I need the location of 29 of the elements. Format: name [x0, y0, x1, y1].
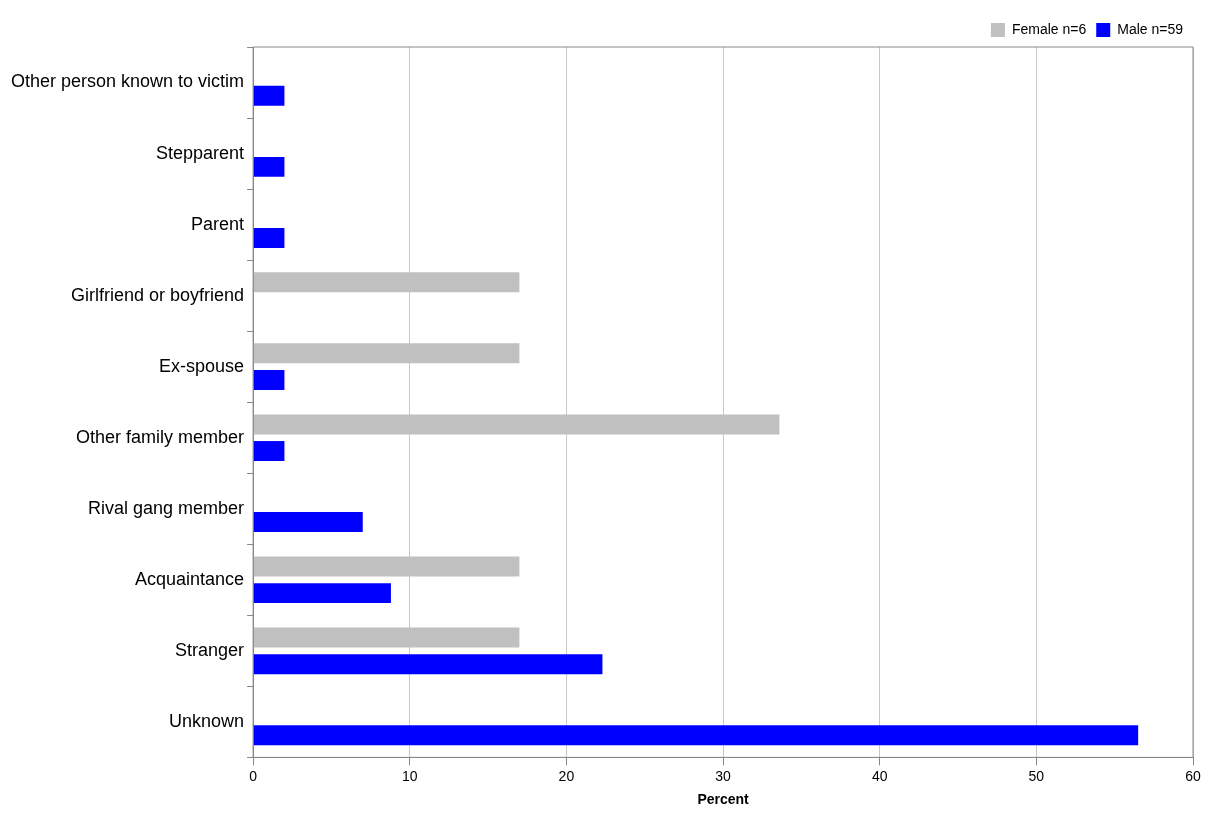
y-tick-label: Other family member [76, 426, 245, 447]
y-tick-label: Acquaintance [135, 568, 245, 589]
legend-label: Male n=59 [1117, 20, 1184, 37]
bar [253, 370, 285, 390]
bar [253, 654, 603, 675]
y-tick-label: Stepparent [156, 142, 245, 163]
y-tick-label: Ex-spouse [159, 355, 245, 376]
x-axis-title: Percent [697, 791, 750, 808]
x-tick-label: 40 [871, 767, 888, 784]
x-tick-label: 0 [249, 767, 258, 784]
y-tick-label: Parent [191, 213, 245, 234]
bar [253, 441, 285, 462]
bar [253, 85, 285, 106]
bar [253, 227, 285, 248]
x-tick-label: 30 [715, 767, 732, 784]
x-tick-label: 20 [558, 767, 575, 784]
bar [253, 512, 363, 533]
x-tick-label: 60 [1185, 767, 1201, 784]
legend-label: Female n=6 [1011, 20, 1087, 37]
x-tick-label: 50 [1028, 767, 1045, 784]
y-tick-label: Girlfriend or boyfriend [71, 284, 245, 305]
y-tick-label: Other person known to victim [10, 71, 245, 92]
x-tick-label: 10 [401, 767, 418, 784]
y-tick-label: Unknown [169, 710, 245, 731]
bar [253, 583, 391, 604]
y-tick-label: Rival gang member [88, 497, 245, 518]
y-tick-label: Stranger [175, 639, 245, 660]
bar [253, 725, 1139, 746]
bar [253, 156, 285, 177]
